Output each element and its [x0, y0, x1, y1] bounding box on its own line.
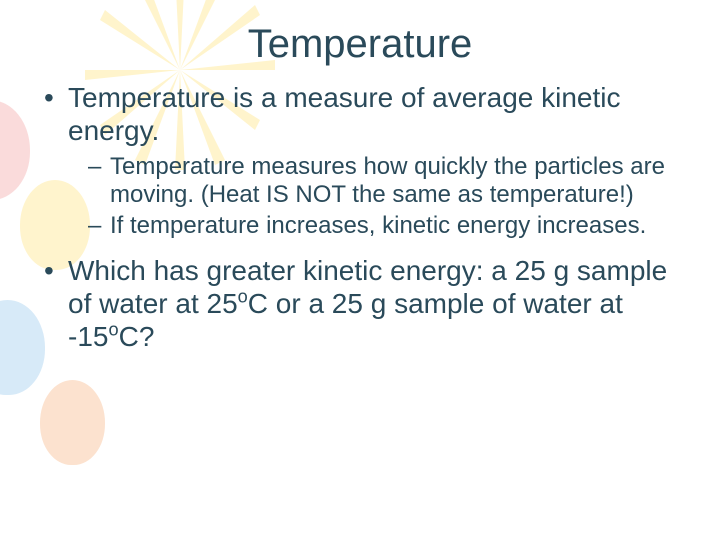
sub-bullet-item: Temperature measures how quickly the par… — [86, 153, 690, 210]
bullet-item: Temperature is a measure of average kine… — [40, 81, 690, 240]
sub-bullet-item: If temperature increases, kinetic energy… — [86, 212, 690, 240]
bullet-text: Temperature is a measure of average kine… — [68, 82, 621, 146]
slide-title: Temperature — [0, 0, 720, 81]
bullet-text-part: C? — [119, 321, 155, 352]
superscript: o — [238, 287, 248, 307]
superscript: o — [108, 320, 118, 340]
bullet-item: Which has greater kinetic energy: a 25 g… — [40, 254, 690, 353]
slide-content: Temperature is a measure of average kine… — [0, 81, 720, 353]
balloon-decoration — [40, 380, 105, 465]
